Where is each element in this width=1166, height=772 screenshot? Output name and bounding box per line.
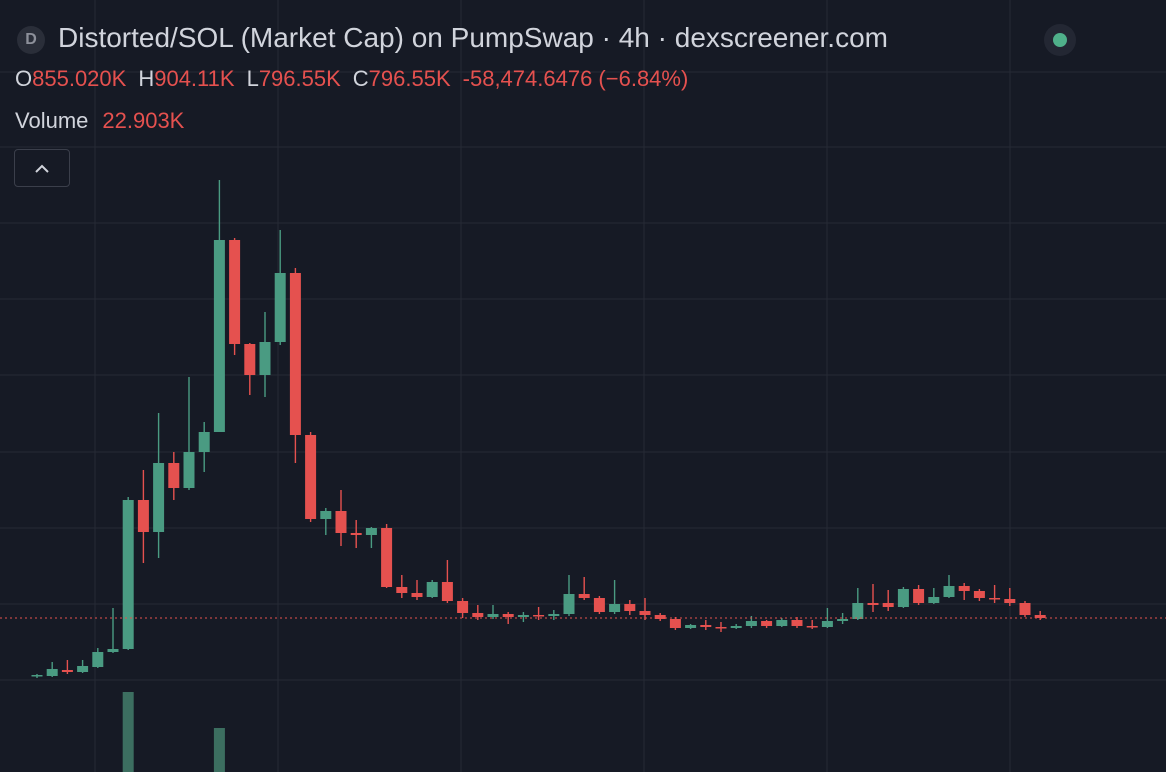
change: -58,474.6476 (−6.84%)	[462, 66, 689, 91]
candle-body	[700, 625, 712, 627]
candle-body	[289, 273, 301, 435]
candle-body	[821, 621, 833, 627]
candle-body	[137, 500, 149, 532]
ohlc-key: L	[246, 66, 259, 91]
candle-body	[624, 604, 636, 611]
volume-bar	[122, 692, 134, 772]
candle-body	[791, 620, 803, 626]
candle-body	[183, 452, 195, 488]
candle-body	[806, 626, 818, 628]
ohlc-key: O	[15, 66, 33, 91]
candle-body	[639, 611, 651, 615]
candle-body	[61, 670, 73, 672]
candle-body	[776, 620, 788, 626]
candle-body	[745, 621, 757, 626]
ohlc-key: H	[138, 66, 155, 91]
candle-body	[973, 591, 985, 598]
candle-body	[77, 666, 89, 672]
candle-body	[685, 625, 697, 628]
ohlc-item: H904.11K	[138, 66, 234, 92]
candle-body	[122, 500, 134, 649]
candle-body	[198, 432, 210, 452]
candle-body	[837, 619, 849, 621]
candle-body	[350, 533, 362, 535]
candle-body	[31, 675, 43, 677]
candle-body	[92, 652, 104, 667]
candle-body	[517, 615, 529, 617]
caret-icon	[35, 164, 49, 173]
ohlc-value: 855.020K	[32, 66, 127, 91]
candle-body	[1019, 603, 1031, 615]
volume-value: 22.903K	[102, 108, 185, 133]
candle-body	[274, 273, 286, 342]
candle-body	[715, 627, 727, 629]
candle-body	[396, 587, 408, 593]
candle-body	[441, 582, 453, 601]
candle-body	[943, 586, 955, 597]
candle-body	[897, 589, 909, 607]
volume-readout: Volume 22.903K	[15, 108, 184, 134]
candle-body	[46, 669, 58, 676]
candle-body	[502, 614, 514, 617]
volume-label: Volume	[15, 108, 89, 133]
ohlc-value: 904.11K	[154, 66, 235, 91]
candle-body	[244, 344, 256, 375]
candle-body	[168, 463, 180, 488]
ohlc-value: 796.55K	[258, 66, 341, 91]
candle-body	[533, 615, 545, 617]
candle-body	[958, 586, 970, 591]
candle-body	[153, 463, 165, 532]
candle-body	[578, 594, 590, 598]
candle-body	[654, 615, 666, 619]
candle-body	[1004, 599, 1016, 603]
ohlc-key: C	[352, 66, 369, 91]
token-icon: D	[17, 26, 45, 54]
candle-body	[335, 511, 347, 533]
candle-body	[381, 528, 393, 587]
candle-body	[320, 511, 332, 519]
candle-body	[365, 528, 377, 535]
candle-body	[305, 435, 317, 519]
collapse-button[interactable]	[14, 149, 70, 187]
ohlc-item: O855.020K	[15, 66, 126, 92]
candle-body	[229, 240, 241, 344]
candle-body	[669, 619, 681, 628]
candle-body	[457, 601, 469, 613]
candle-body	[472, 613, 484, 617]
ohlc-item: C796.55K	[353, 66, 451, 92]
candle-body	[989, 598, 1001, 600]
candle-body	[928, 597, 940, 603]
candle-body	[867, 603, 879, 605]
candle-body	[563, 594, 575, 614]
candle-body	[609, 604, 621, 612]
status-dot	[1053, 33, 1067, 47]
chart-title: Distorted/SOL (Market Cap) on PumpSwap ·…	[58, 22, 888, 53]
ohlc-item: L796.55K	[247, 66, 341, 92]
candle-body	[761, 621, 773, 626]
candle-body	[107, 649, 119, 652]
candle-body	[426, 582, 438, 597]
candle-body	[1034, 615, 1046, 618]
candle-body	[882, 603, 894, 607]
candle-body	[213, 240, 225, 432]
candle-body	[913, 589, 925, 603]
ohlc-value: 796.55K	[368, 66, 451, 91]
candle-body	[259, 342, 271, 375]
candle-body	[593, 598, 605, 612]
candle-body	[852, 603, 864, 619]
caret	[35, 164, 49, 173]
volume-bar	[213, 728, 225, 772]
ohlc-readout: O855.020K H904.11K L796.55K C796.55K -58…	[15, 66, 688, 92]
candle-body	[548, 614, 560, 616]
candle-body	[487, 614, 499, 617]
candle-body	[411, 593, 423, 597]
candle-body	[730, 626, 742, 628]
